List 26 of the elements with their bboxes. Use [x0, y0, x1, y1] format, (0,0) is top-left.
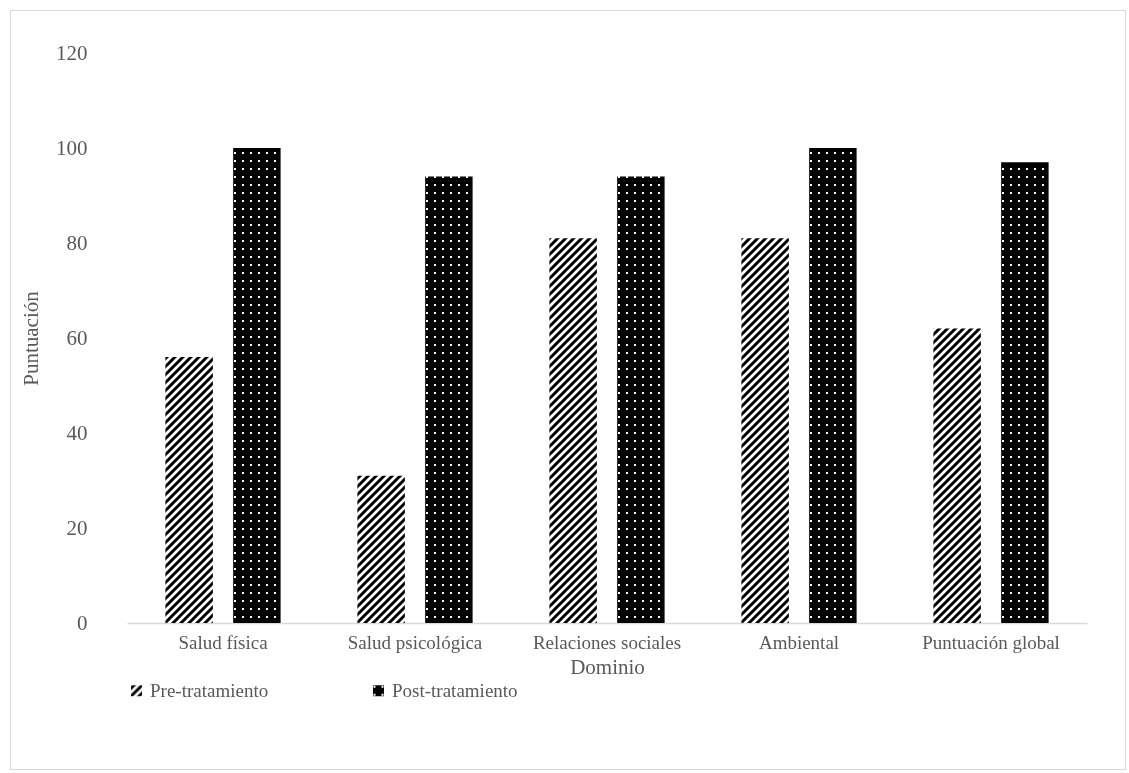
y-tick-label: 60: [66, 325, 88, 350]
bar: [425, 176, 473, 623]
y-axis-title: Puntuación: [19, 290, 43, 386]
bar: [809, 148, 857, 623]
y-tick-label: 80: [66, 230, 88, 255]
bar: [617, 176, 665, 623]
x-axis-title: Dominio: [570, 654, 645, 679]
y-tick-label: 0: [77, 610, 88, 635]
x-tick-label: Salud física: [178, 631, 269, 653]
bar: [741, 238, 789, 623]
bar: [933, 328, 981, 623]
bar: [233, 148, 281, 623]
y-tick-label: 40: [66, 420, 88, 445]
x-tick-label: Puntuación global: [922, 631, 1060, 653]
bar: [165, 357, 213, 623]
legend-label: Pre-tratamiento: [150, 679, 269, 701]
x-tick-label: Relaciones sociales: [532, 631, 682, 653]
legend-label: Post-tratamiento: [392, 679, 518, 701]
x-tick-label: Ambiental: [758, 631, 840, 653]
bar: [357, 475, 405, 623]
y-tick-label: 120: [56, 40, 88, 65]
bar: [1001, 162, 1049, 623]
bar: [549, 238, 597, 623]
y-tick-label: 20: [66, 515, 88, 540]
x-tick-label: Salud psicológica: [347, 631, 483, 653]
y-tick-label: 100: [56, 135, 88, 160]
